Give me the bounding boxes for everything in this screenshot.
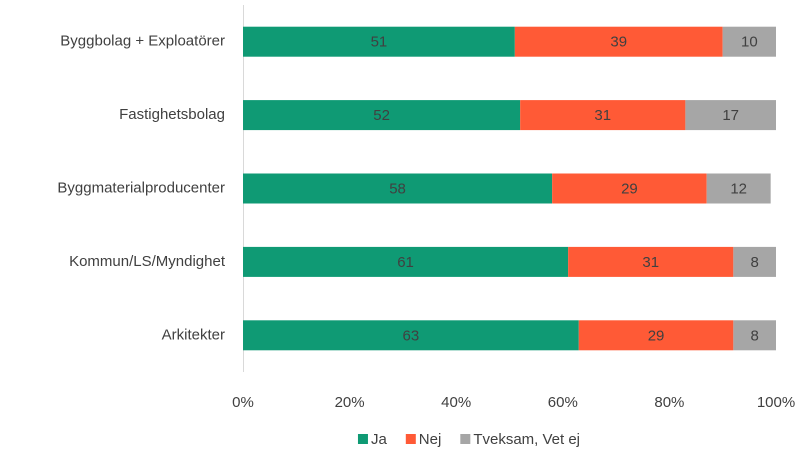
y-tick-label: Arkitekter — [162, 326, 225, 343]
data-label: 10 — [741, 34, 758, 51]
bar-segment — [685, 100, 776, 131]
y-tick-label: Kommun/LS/Myndighet — [69, 253, 226, 270]
data-label: 29 — [621, 180, 638, 197]
x-tick-label: 100% — [757, 394, 795, 411]
data-label: 8 — [751, 254, 759, 271]
bar-segment — [514, 26, 723, 57]
bar-segment — [552, 173, 707, 204]
bar-segment — [243, 246, 569, 277]
x-tick-label: 80% — [654, 394, 684, 411]
bar-segment — [243, 100, 521, 131]
legend-swatch — [405, 434, 416, 444]
x-tick-label: 20% — [335, 394, 365, 411]
data-label: 63 — [403, 327, 420, 344]
data-label: 52 — [373, 107, 390, 124]
data-label: 31 — [594, 107, 611, 124]
data-label: 8 — [751, 327, 759, 344]
legend-label: Nej — [419, 431, 442, 448]
legend-swatch — [357, 434, 368, 444]
data-label: 12 — [730, 180, 747, 197]
data-label: 61 — [397, 254, 414, 271]
bar-segment — [243, 173, 553, 204]
bar-segment — [733, 320, 776, 351]
y-tick-label: Byggmaterialproducenter — [57, 179, 225, 196]
data-label: 31 — [642, 254, 659, 271]
bar-segment — [578, 320, 734, 351]
x-tick-label: 40% — [441, 394, 471, 411]
x-tick-label: 60% — [548, 394, 578, 411]
bar-segment — [520, 100, 686, 131]
bar-segment — [243, 26, 515, 57]
legend-label: Ja — [371, 431, 388, 448]
data-label: 58 — [389, 180, 406, 197]
data-label: 17 — [722, 107, 739, 124]
y-tick-label: Byggbolag + Exploatörer — [60, 33, 225, 50]
bar-segment — [243, 320, 579, 351]
data-label: 29 — [648, 327, 665, 344]
data-label: 39 — [610, 34, 627, 51]
legend-label: Tveksam, Vet ej — [473, 431, 580, 448]
data-label: 51 — [371, 34, 388, 51]
bar-segment — [733, 246, 776, 277]
x-tick-label: 0% — [232, 394, 254, 411]
legend-swatch — [460, 434, 471, 444]
bar-segment — [706, 173, 771, 204]
bar-segment — [722, 26, 776, 57]
bar-segment — [568, 246, 734, 277]
y-tick-label: Fastighetsbolag — [119, 106, 225, 123]
